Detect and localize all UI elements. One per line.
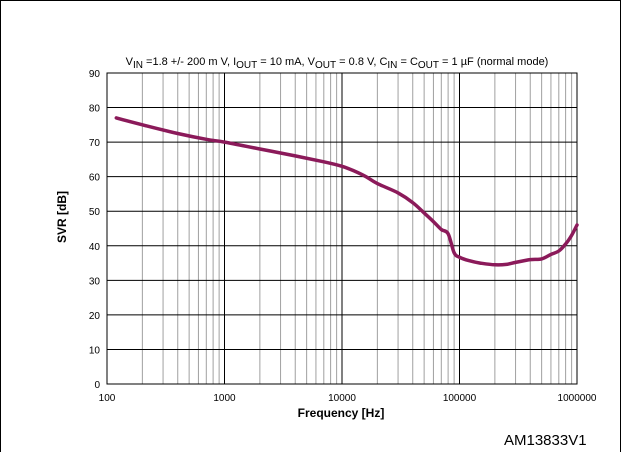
chart-title: VIN​ =1.8 +/- 200 m V, IOUT​ = 10 mA, VO… (126, 56, 549, 71)
x-tick-label: 100 (99, 393, 116, 404)
y-axis-label: SVR [dB] (55, 191, 69, 243)
y-tick-labels: 0 10 20 30 40 50 60 70 80 90 (89, 69, 101, 391)
y-tick-label: 90 (89, 69, 101, 80)
svr-curve (114, 116, 579, 267)
y-gridlines (107, 107, 577, 350)
y-tick-label: 30 (89, 276, 101, 287)
x-gridlines (141, 73, 573, 384)
y-tick-label: 20 (89, 311, 101, 322)
y-tick-label: 50 (89, 207, 101, 218)
y-tick-label: 60 (89, 173, 101, 184)
y-tick-label: 0 (94, 380, 100, 391)
y-tick-label: 40 (89, 242, 101, 253)
y-tick-label: 10 (89, 345, 101, 356)
x-tick-label: 1000 (213, 393, 236, 404)
y-tick-label: 70 (89, 138, 101, 149)
x-tick-label: 100000 (443, 393, 477, 404)
x-tick-labels: 100 1000 10000 100000 1000000 (99, 393, 597, 404)
x-tick-label: 10000 (328, 393, 356, 404)
x-axis-label: Frequency [Hz] (298, 406, 385, 420)
y-tick-label: 80 (89, 104, 101, 115)
figure-reference-code: AM13833V1 (504, 432, 587, 449)
x-tick-label: 1000000 (558, 393, 597, 404)
